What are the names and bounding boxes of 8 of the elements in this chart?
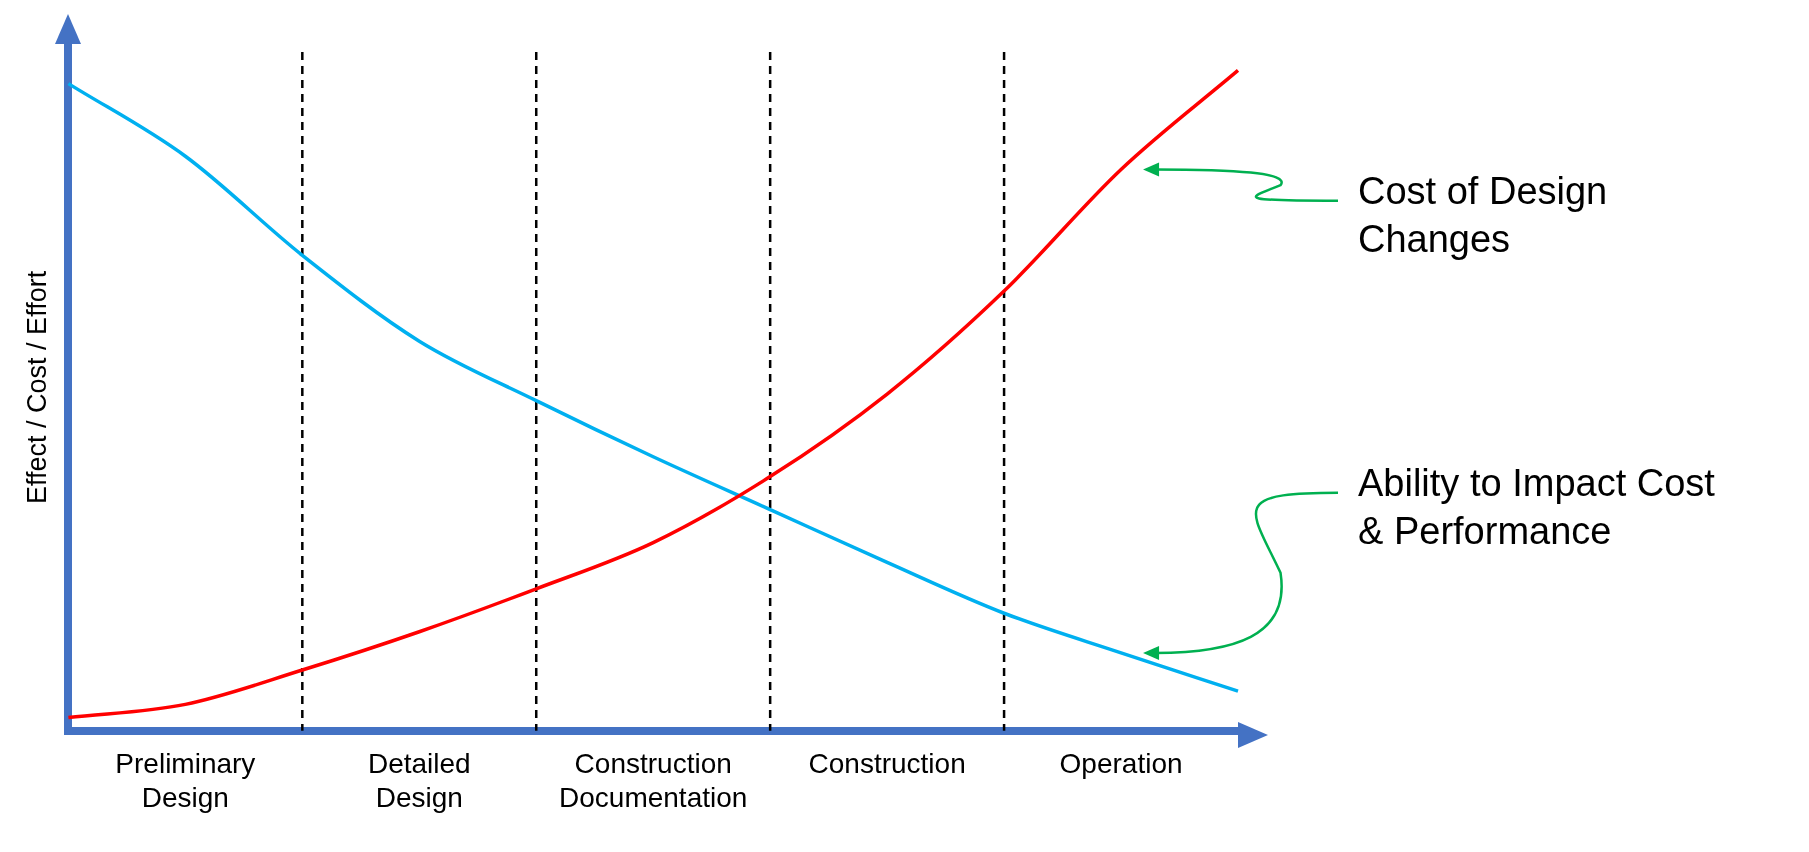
text: Cost of Design Changes	[1358, 170, 1608, 261]
x-tick-label: Construction Documentation	[559, 748, 748, 813]
x-tick-label: Preliminary Design	[115, 748, 256, 813]
x-tick-label: Operation	[1059, 748, 1183, 780]
y-axis-title: Effect / Cost / Effort	[21, 270, 52, 504]
text: Ability to Impact Cost & Performance	[1358, 462, 1716, 553]
x-tick-label: Construction	[808, 748, 966, 780]
x-tick-label: Detailed Design	[367, 748, 471, 813]
